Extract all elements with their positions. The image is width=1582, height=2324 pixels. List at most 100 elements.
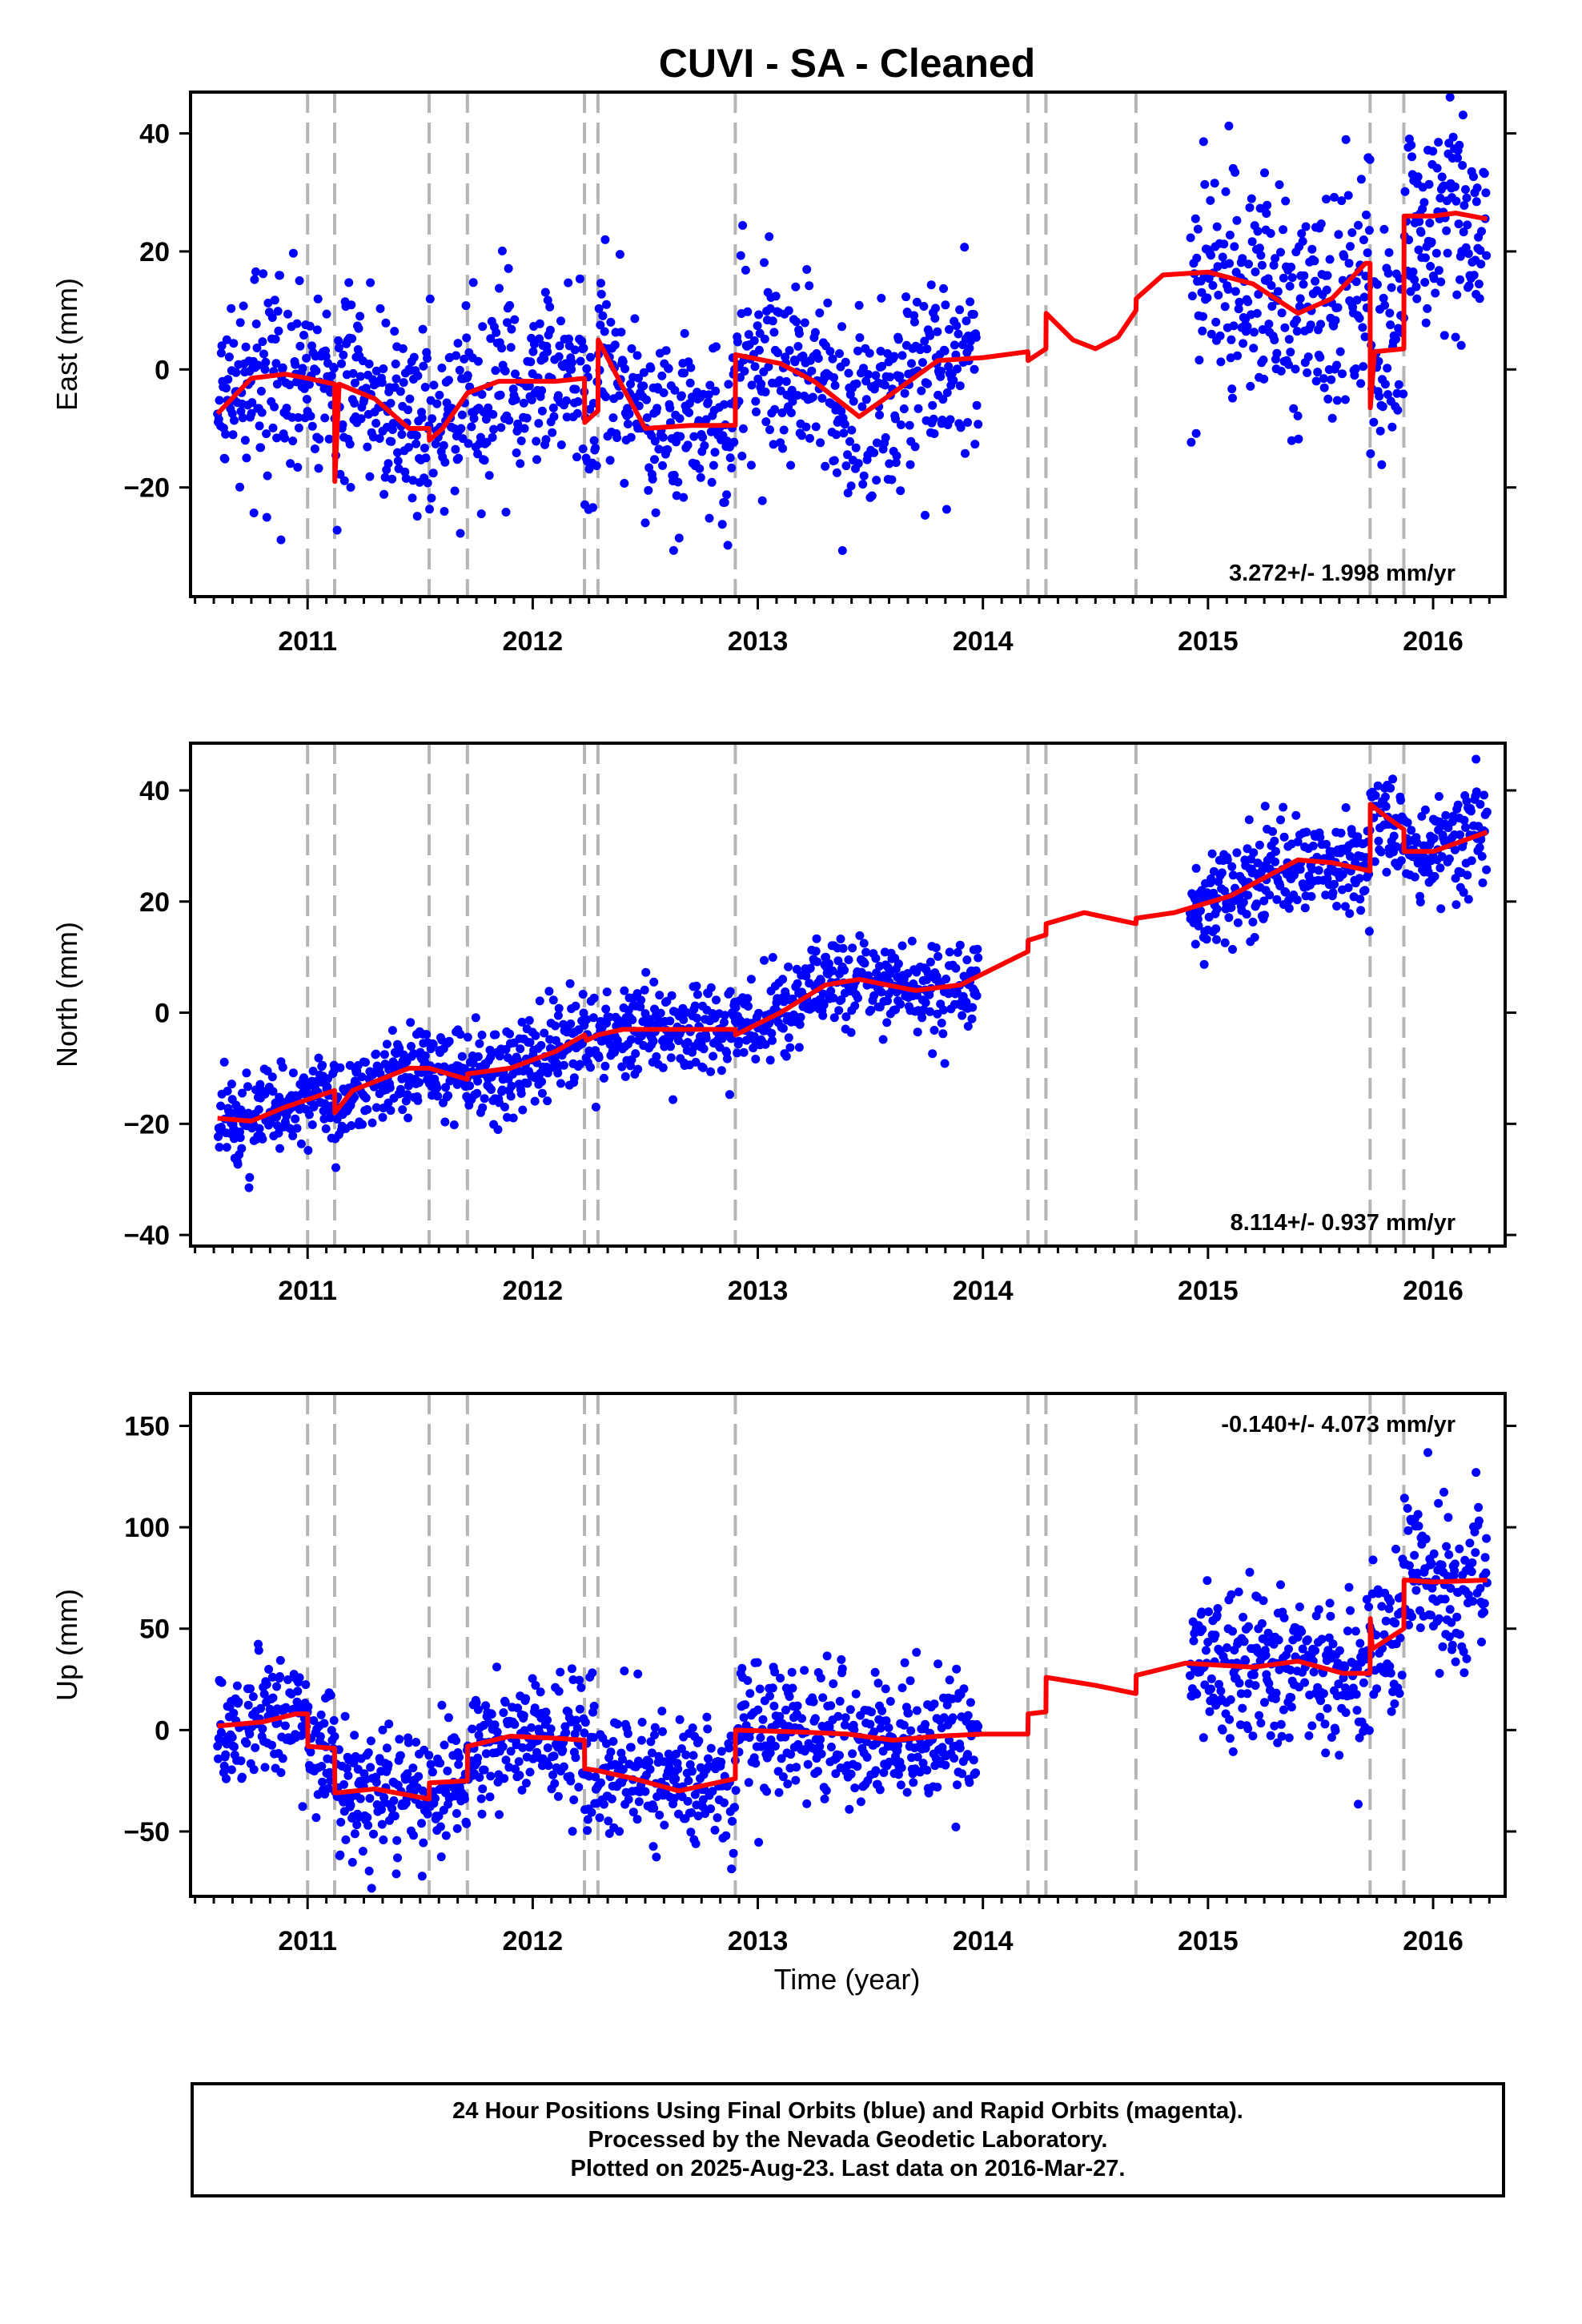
data-point	[1264, 320, 1274, 329]
data-point	[280, 1721, 290, 1731]
data-point	[294, 423, 303, 432]
data-point	[237, 1144, 247, 1153]
data-point	[281, 1703, 291, 1712]
data-point	[334, 344, 343, 352]
data-point	[412, 1738, 421, 1747]
data-point	[1199, 312, 1207, 321]
data-point	[365, 1794, 375, 1803]
data-point	[1307, 891, 1316, 901]
data-point	[329, 364, 339, 373]
data-point	[1310, 256, 1319, 266]
data-point	[361, 1093, 371, 1103]
data-point	[293, 1687, 303, 1696]
data-point	[812, 934, 821, 943]
data-point	[744, 330, 753, 340]
data-point	[1359, 292, 1369, 302]
data-point	[478, 1103, 488, 1112]
data-point	[514, 1757, 524, 1767]
data-point	[891, 414, 900, 424]
data-point	[968, 1003, 978, 1012]
data-point	[1325, 255, 1335, 264]
data-point	[1327, 375, 1336, 384]
data-point	[931, 304, 940, 313]
data-point	[1341, 135, 1351, 144]
data-point	[591, 444, 600, 453]
data-point	[920, 336, 930, 346]
data-point	[770, 404, 780, 414]
data-point	[939, 1713, 949, 1723]
data-point	[579, 344, 588, 353]
data-point	[958, 1769, 967, 1779]
data-point	[844, 955, 853, 964]
data-point	[1368, 1555, 1378, 1565]
data-point	[578, 990, 588, 999]
data-point	[246, 1684, 255, 1694]
data-point	[757, 380, 766, 388]
data-point	[393, 1853, 402, 1863]
data-point	[217, 1678, 227, 1687]
data-point	[612, 433, 622, 442]
scatter-points	[213, 92, 1492, 555]
data-point	[528, 1674, 537, 1683]
data-point	[685, 1760, 695, 1769]
data-point	[262, 1679, 271, 1689]
data-point	[913, 1027, 922, 1037]
data-point	[667, 991, 677, 1000]
data-point	[967, 1014, 977, 1023]
data-point	[344, 278, 354, 287]
data-point	[666, 1042, 675, 1051]
data-point	[929, 414, 938, 424]
data-point	[304, 380, 314, 389]
data-point	[815, 1742, 825, 1751]
data-point	[556, 316, 565, 326]
data-point	[1403, 1504, 1412, 1513]
data-point	[1286, 1665, 1295, 1675]
data-point	[503, 318, 512, 328]
data-point	[644, 485, 653, 495]
data-point	[304, 1110, 314, 1120]
data-point	[905, 1676, 915, 1686]
data-point	[491, 1030, 500, 1039]
data-point	[432, 1084, 442, 1092]
data-point	[238, 1088, 247, 1098]
data-point	[899, 404, 909, 413]
data-point	[341, 1835, 351, 1844]
data-point	[1443, 1513, 1453, 1522]
data-point	[717, 520, 727, 529]
data-point	[1424, 179, 1434, 189]
data-point	[1404, 1620, 1414, 1630]
data-point	[834, 1006, 844, 1015]
data-point	[377, 1819, 387, 1829]
data-point	[691, 1839, 701, 1848]
data-point	[569, 1795, 579, 1804]
data-point	[1391, 1544, 1400, 1554]
data-point	[426, 1759, 436, 1769]
data-point	[740, 367, 749, 376]
data-point	[1259, 356, 1268, 364]
data-point	[1475, 294, 1484, 304]
data-point	[1277, 308, 1287, 318]
data-point	[1414, 245, 1423, 255]
data-point	[366, 278, 375, 287]
data-point	[1328, 1639, 1338, 1649]
data-point	[588, 503, 597, 513]
data-point	[1193, 915, 1203, 924]
data-point	[685, 408, 694, 417]
data-point	[796, 1012, 805, 1022]
data-point	[1300, 1678, 1310, 1687]
data-point	[219, 1761, 229, 1771]
data-point	[822, 1651, 832, 1661]
data-point	[1217, 868, 1227, 878]
data-point	[1347, 228, 1357, 237]
data-point	[1419, 198, 1429, 207]
data-point	[675, 414, 685, 424]
data-point	[764, 362, 773, 372]
data-point	[424, 1751, 434, 1760]
data-point	[528, 1754, 538, 1763]
data-point	[251, 320, 261, 328]
data-point	[262, 513, 271, 522]
data-point	[443, 1766, 452, 1775]
data-point	[1340, 902, 1350, 911]
data-point	[972, 400, 982, 410]
data-point	[428, 414, 437, 424]
